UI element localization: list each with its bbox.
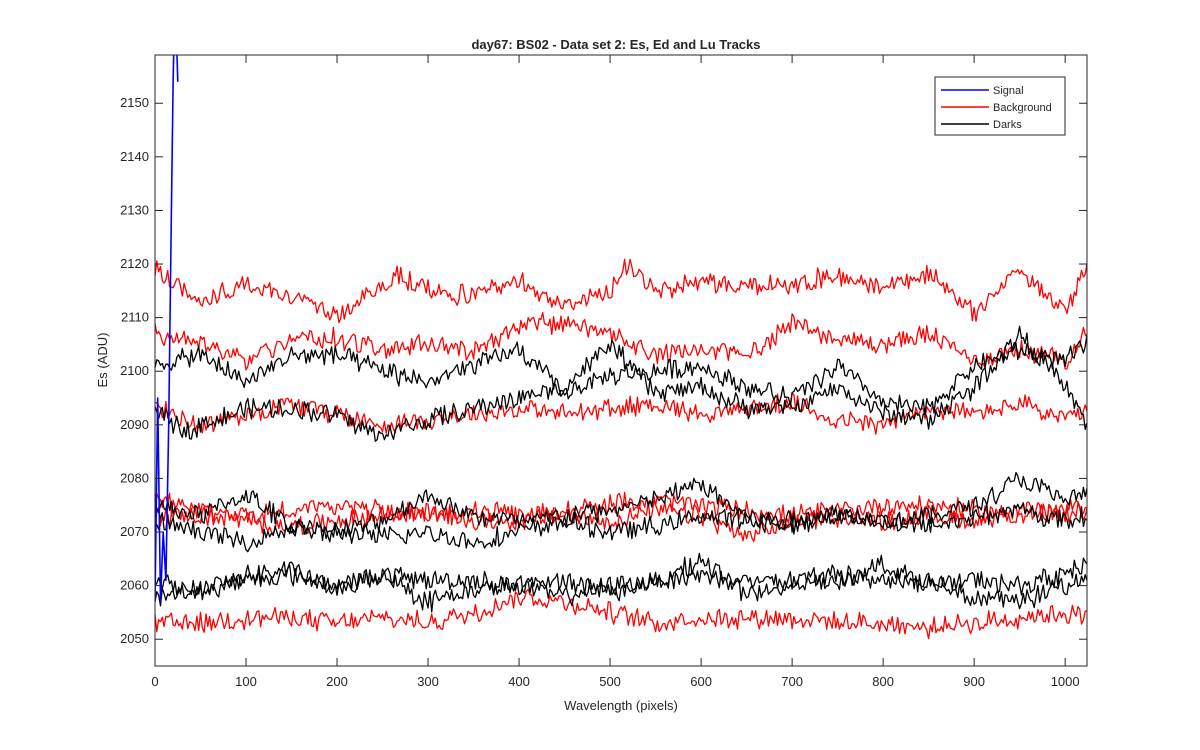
y-tick-label: 2110: [121, 310, 149, 325]
legend-darks-label: Darks: [993, 119, 1022, 131]
y-tick-label: 2130: [120, 202, 149, 217]
y-tick-label: 2080: [120, 470, 149, 485]
series-line-darks: [155, 325, 1087, 442]
legend-background-label: Background: [993, 102, 1052, 114]
series-line-darks: [155, 502, 1087, 553]
x-tick-label: 300: [417, 674, 439, 689]
x-tick-label: 600: [690, 674, 712, 689]
x-axis: 0 100 200 300 400 500 600 700 800 900 1000: [151, 55, 1080, 689]
series-line-darks: [155, 552, 1087, 613]
x-tick-label: 500: [599, 674, 621, 689]
x-tick-label: 700: [781, 674, 803, 689]
y-axis-label: Es (ADU): [95, 333, 110, 388]
series-line-darks: [155, 554, 1087, 607]
x-tick-label: 400: [508, 674, 530, 689]
y-tick-label: 2060: [120, 578, 149, 593]
x-tick-label: 100: [235, 674, 257, 689]
legend: Signal Background Darks: [934, 76, 1066, 136]
x-tick-label: 1000: [1051, 674, 1080, 689]
series-line-darks: [155, 471, 1087, 543]
x-tick-label: 0: [151, 674, 158, 689]
y-tick-label: 2100: [120, 363, 149, 378]
plot-area-frame: [154, 54, 1088, 667]
chart-title: day67: BS02 - Data set 2: Es, Ed and Lu …: [471, 37, 760, 52]
x-tick-label: 800: [872, 674, 894, 689]
series-line-background: [155, 588, 1087, 640]
x-axis-label: Wavelength (pixels): [564, 698, 678, 713]
series-layer: [155, 55, 1087, 640]
x-tick-label: 200: [326, 674, 348, 689]
series-line-background: [155, 392, 1087, 435]
series-line-background: [155, 258, 1087, 324]
y-axis: 2050 2060 2070 2080 2090 2100 2110 2120 2130 2140…: [120, 95, 1087, 646]
y-tick-label: 2120: [120, 256, 149, 271]
series-line-background: [155, 311, 1087, 371]
legend-box: [934, 76, 1066, 136]
y-tick-label: 2070: [120, 524, 149, 539]
series-line-signal: [155, 55, 179, 603]
y-tick-label: 2140: [120, 149, 149, 164]
series-line-darks: [155, 333, 1087, 416]
legend-signal-label: Signal: [993, 85, 1024, 97]
y-tick-label: 2090: [120, 417, 149, 432]
y-tick-label: 2050: [120, 631, 149, 646]
series-line-background: [155, 491, 1087, 525]
x-tick-label: 900: [963, 674, 985, 689]
y-tick-label: 2150: [120, 95, 149, 110]
